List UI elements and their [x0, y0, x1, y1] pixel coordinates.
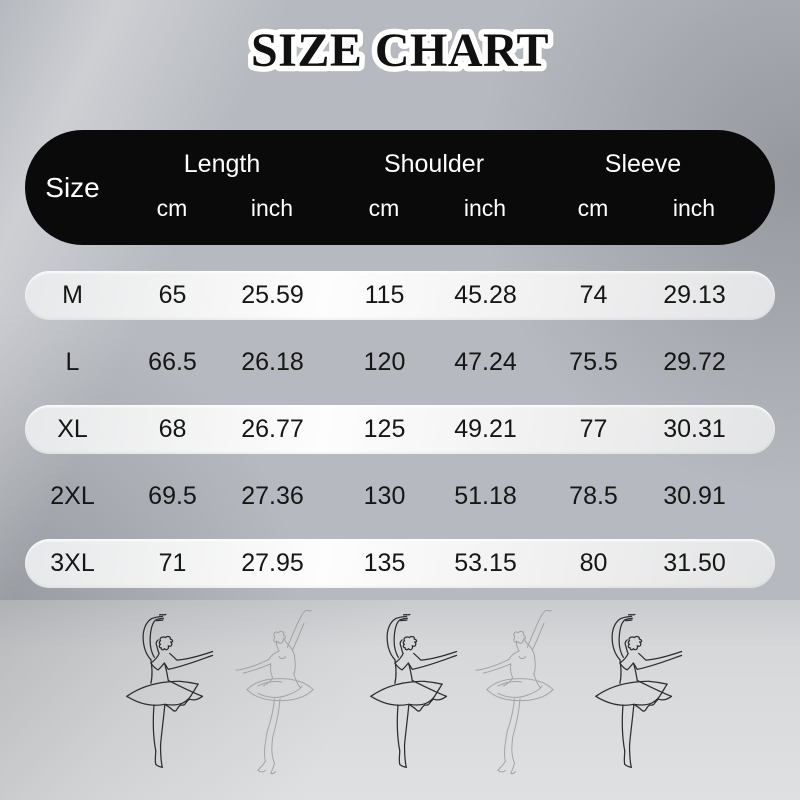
svg-text:SIZE CHART: SIZE CHART [251, 26, 549, 77]
